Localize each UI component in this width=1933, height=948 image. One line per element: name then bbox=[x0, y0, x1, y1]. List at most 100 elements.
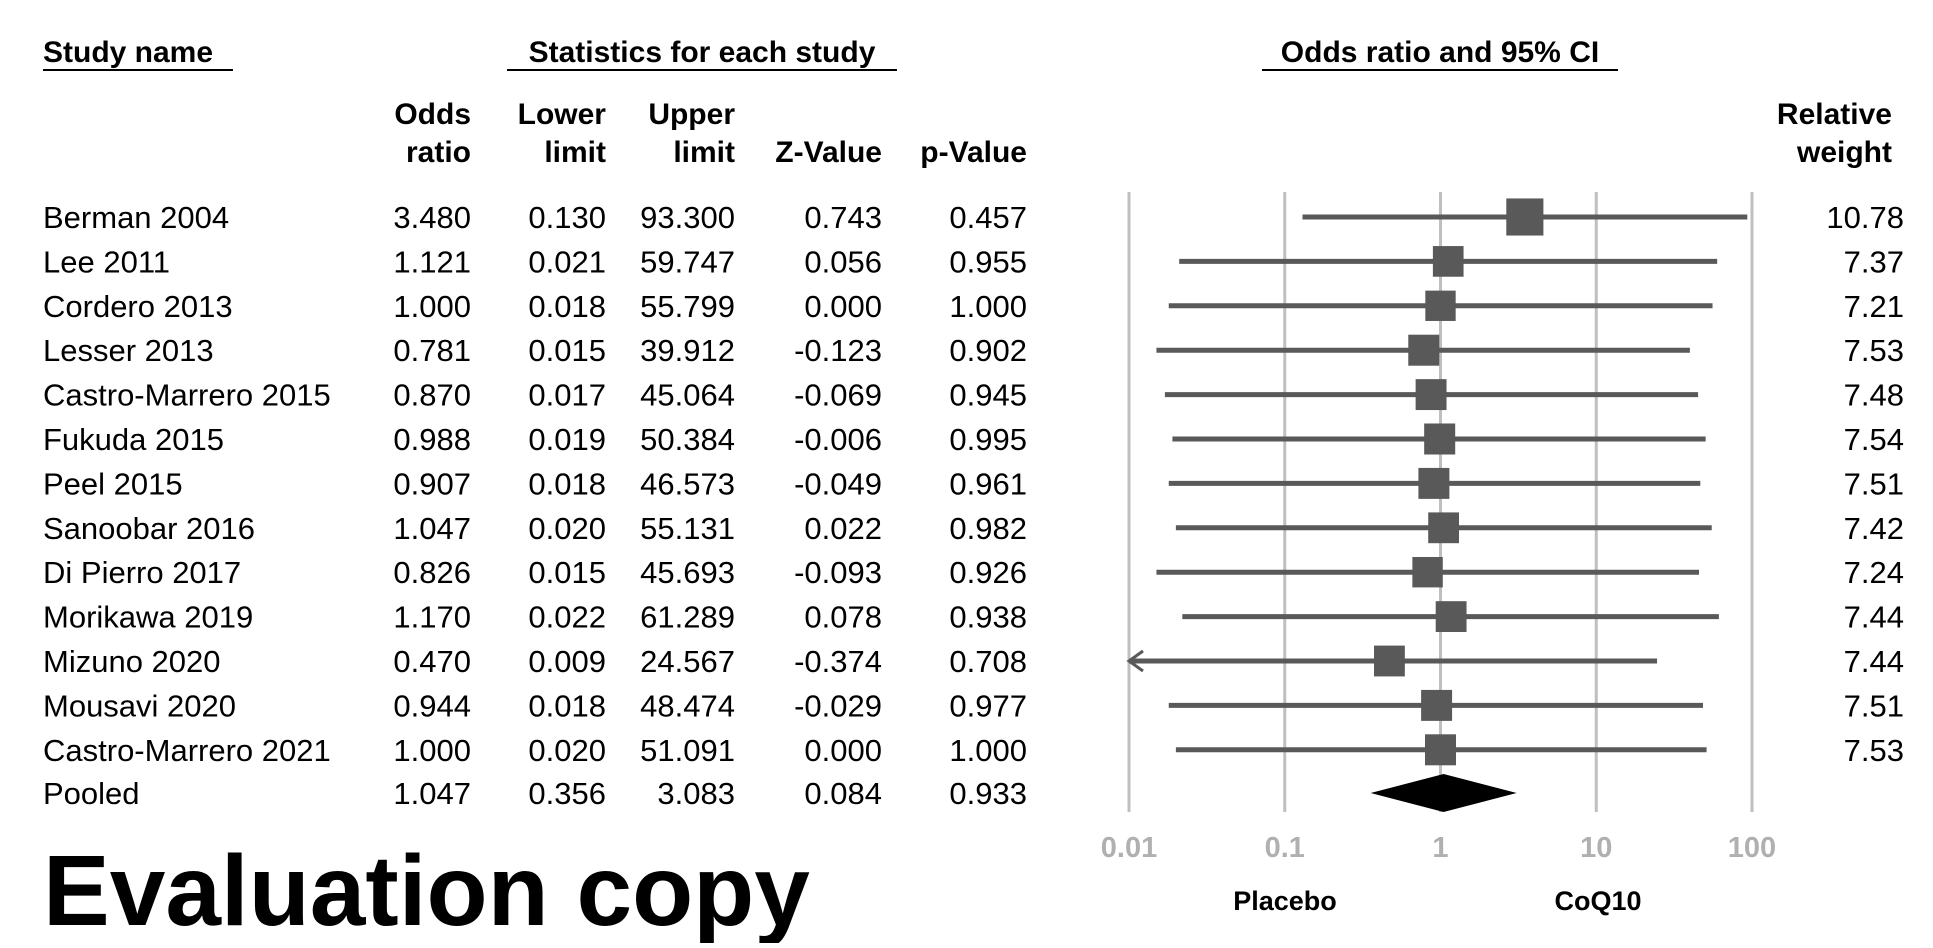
study-z: 0.078 bbox=[804, 600, 882, 635]
header-plot-title: Odds ratio and 95% CI bbox=[1281, 36, 1599, 69]
study-name: Lee 2011 bbox=[43, 244, 170, 279]
study-lower: 0.015 bbox=[528, 555, 606, 590]
study-or: 0.907 bbox=[393, 466, 471, 501]
pooled-upper: 3.083 bbox=[657, 776, 735, 811]
weight-header: Relative bbox=[1777, 98, 1892, 131]
pooled-p: 0.933 bbox=[949, 776, 1027, 811]
column-header: p-Value bbox=[920, 136, 1027, 169]
effect-marker bbox=[1421, 689, 1453, 721]
study-weight: 7.51 bbox=[1844, 466, 1904, 501]
study-name: Castro-Marrero 2021 bbox=[43, 733, 331, 768]
study-p: 0.926 bbox=[949, 555, 1027, 590]
study-upper: 61.289 bbox=[640, 600, 735, 635]
study-name: Cordero 2013 bbox=[43, 289, 233, 324]
study-p: 0.977 bbox=[949, 688, 1027, 723]
study-or: 0.470 bbox=[393, 644, 471, 679]
column-header: limit bbox=[544, 136, 606, 169]
study-p: 0.902 bbox=[949, 333, 1027, 368]
effect-marker bbox=[1424, 423, 1456, 455]
study-name: Castro-Marrero 2015 bbox=[43, 378, 331, 413]
study-name: Mousavi 2020 bbox=[43, 688, 236, 723]
study-weight: 7.42 bbox=[1844, 511, 1904, 546]
study-z: 0.056 bbox=[804, 244, 882, 279]
study-lower: 0.019 bbox=[528, 422, 606, 457]
effect-marker bbox=[1428, 512, 1459, 544]
study-name: Fukuda 2015 bbox=[43, 422, 224, 457]
study-weight: 7.21 bbox=[1844, 289, 1904, 324]
study-name: Berman 2004 bbox=[43, 200, 229, 235]
study-p: 0.945 bbox=[949, 378, 1027, 413]
study-upper: 59.747 bbox=[640, 244, 735, 279]
study-lower: 0.130 bbox=[528, 200, 606, 235]
study-or: 1.170 bbox=[393, 600, 471, 635]
effect-marker bbox=[1506, 198, 1544, 236]
effect-marker bbox=[1418, 467, 1450, 499]
study-weight: 7.44 bbox=[1844, 644, 1904, 679]
study-z: -0.049 bbox=[794, 466, 882, 501]
study-weight: 7.53 bbox=[1844, 333, 1904, 368]
study-upper: 39.912 bbox=[640, 333, 735, 368]
study-or: 1.000 bbox=[393, 733, 471, 768]
study-z: 0.000 bbox=[804, 289, 882, 324]
study-weight: 7.51 bbox=[1844, 688, 1904, 723]
study-upper: 24.567 bbox=[640, 644, 735, 679]
study-lower: 0.020 bbox=[528, 511, 606, 546]
study-or: 0.781 bbox=[393, 333, 471, 368]
pooled-or: 1.047 bbox=[393, 776, 471, 811]
study-p: 0.938 bbox=[949, 600, 1027, 635]
column-header: Lower bbox=[518, 98, 607, 131]
column-header: limit bbox=[673, 136, 735, 169]
study-name: Mizuno 2020 bbox=[43, 644, 221, 679]
watermark: Evaluation copy bbox=[43, 835, 810, 943]
study-upper: 55.799 bbox=[640, 289, 735, 324]
effect-marker bbox=[1415, 379, 1447, 411]
study-upper: 46.573 bbox=[640, 466, 735, 501]
study-upper: 45.064 bbox=[640, 378, 735, 413]
x-tick-label: 0.1 bbox=[1265, 832, 1305, 864]
study-p: 1.000 bbox=[949, 289, 1027, 324]
study-p: 0.955 bbox=[949, 244, 1027, 279]
study-upper: 51.091 bbox=[640, 733, 735, 768]
header-study-name: Study name bbox=[43, 36, 213, 69]
study-p: 1.000 bbox=[949, 733, 1027, 768]
favours-left-label: Placebo bbox=[1233, 886, 1337, 916]
x-tick-label: 100 bbox=[1728, 832, 1776, 864]
study-upper: 48.474 bbox=[640, 688, 735, 723]
column-header: Odds bbox=[394, 98, 471, 131]
study-weight: 7.24 bbox=[1844, 555, 1904, 590]
x-tick-label: 1 bbox=[1432, 832, 1448, 864]
study-or: 0.988 bbox=[393, 422, 471, 457]
study-z: -0.029 bbox=[794, 688, 882, 723]
study-name: Peel 2015 bbox=[43, 466, 183, 501]
favours-right-label: CoQ10 bbox=[1554, 886, 1641, 916]
study-upper: 50.384 bbox=[640, 422, 735, 457]
pooled-diamond bbox=[1370, 774, 1517, 812]
study-p: 0.995 bbox=[949, 422, 1027, 457]
pooled-lower: 0.356 bbox=[528, 776, 606, 811]
study-upper: 45.693 bbox=[640, 555, 735, 590]
study-weight: 7.44 bbox=[1844, 600, 1904, 635]
study-p: 0.961 bbox=[949, 466, 1027, 501]
ci-arrow bbox=[1126, 649, 1144, 673]
study-or: 1.121 bbox=[393, 244, 471, 279]
effect-marker bbox=[1408, 334, 1440, 366]
study-z: -0.069 bbox=[794, 378, 882, 413]
study-z: 0.000 bbox=[804, 733, 882, 768]
study-or: 0.944 bbox=[393, 688, 471, 723]
effect-marker bbox=[1432, 246, 1464, 277]
study-lower: 0.015 bbox=[528, 333, 606, 368]
study-name: Lesser 2013 bbox=[43, 333, 214, 368]
study-name: Sanoobar 2016 bbox=[43, 511, 255, 546]
study-lower: 0.018 bbox=[528, 688, 606, 723]
weight-header: weight bbox=[1796, 136, 1892, 169]
pooled-z: 0.084 bbox=[804, 776, 882, 811]
study-or: 3.480 bbox=[393, 200, 471, 235]
effect-marker bbox=[1412, 556, 1443, 588]
study-p: 0.457 bbox=[949, 200, 1027, 235]
study-or: 1.000 bbox=[393, 289, 471, 324]
column-header: ratio bbox=[406, 136, 471, 169]
study-name: Di Pierro 2017 bbox=[43, 555, 241, 590]
study-weight: 10.78 bbox=[1826, 200, 1904, 235]
effect-marker bbox=[1435, 601, 1467, 633]
